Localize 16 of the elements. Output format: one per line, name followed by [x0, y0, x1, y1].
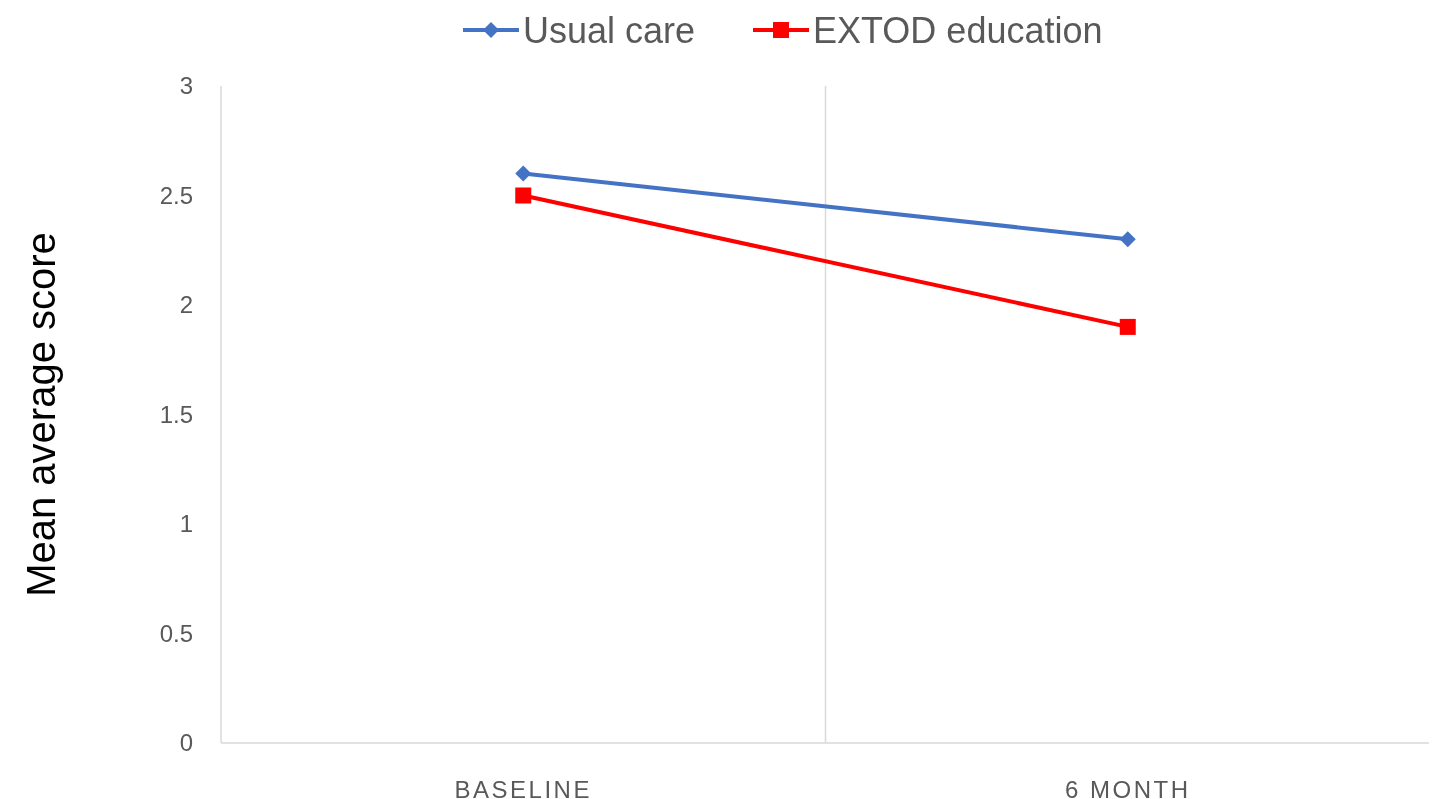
y-tick-label: 1: [179, 510, 193, 538]
point: [515, 165, 532, 182]
y-tick-label: 0.5: [159, 619, 193, 647]
point: [1119, 318, 1136, 335]
point: [1119, 231, 1136, 248]
y-tick-label: 3: [179, 72, 193, 100]
y-axis-title: Mean average score: [19, 232, 63, 597]
x-tick-label: 6 MONTH: [1065, 776, 1191, 799]
y-tick-label: 2.5: [159, 181, 193, 209]
y-tick-label: 1.5: [159, 400, 193, 428]
y-tick-label: 0: [179, 729, 193, 757]
y-tick-label: 2: [179, 291, 193, 319]
point: [515, 187, 532, 204]
legend-label: Usual care: [523, 9, 696, 51]
x-tick-label: BASELINE: [454, 776, 592, 799]
legend-label: EXTOD education: [813, 9, 1103, 51]
